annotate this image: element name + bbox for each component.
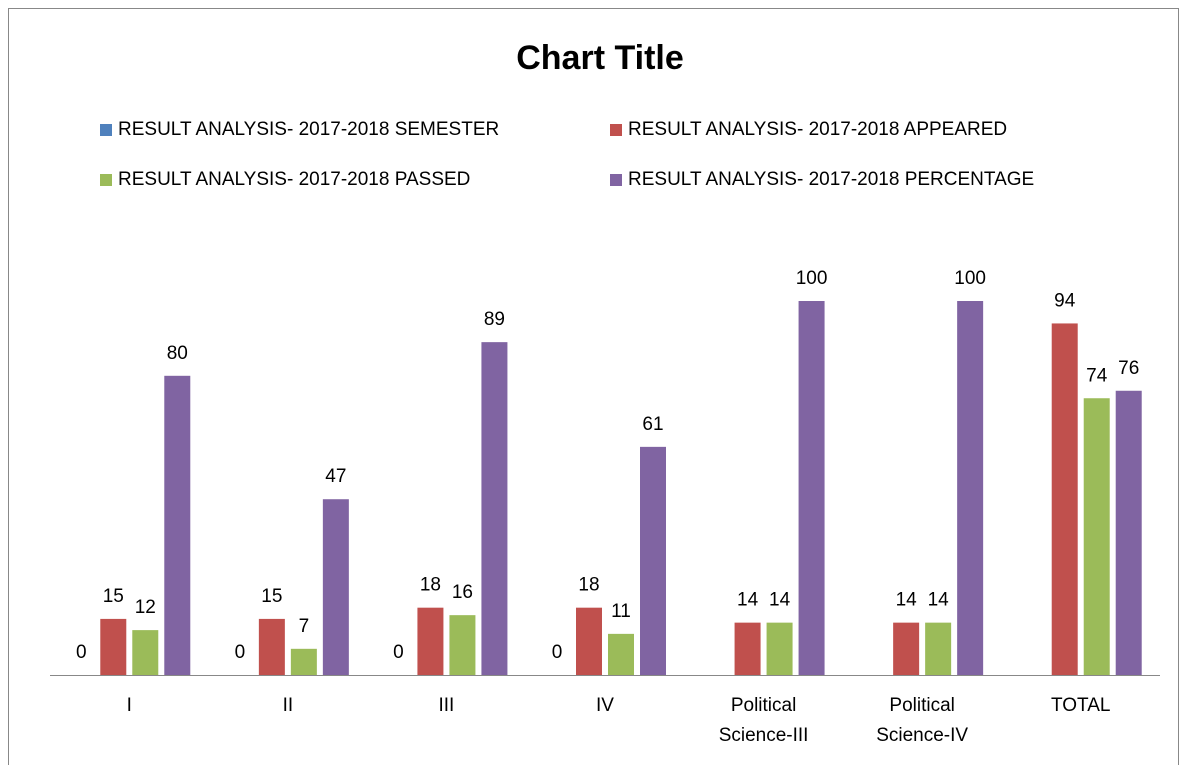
bar xyxy=(481,342,508,675)
bar xyxy=(100,618,127,675)
data-label: 80 xyxy=(167,343,188,364)
data-label: 15 xyxy=(103,586,124,607)
bar xyxy=(608,633,634,675)
x-tick-label: TOTAL xyxy=(1051,695,1110,716)
bar xyxy=(640,446,666,675)
data-label: 76 xyxy=(1118,358,1139,379)
data-label: 0 xyxy=(393,642,404,663)
data-label: 14 xyxy=(769,590,791,611)
bar xyxy=(417,607,444,675)
x-tick-label-line: Political xyxy=(889,695,954,716)
bar xyxy=(132,630,159,675)
data-label: 0 xyxy=(76,642,87,663)
bar xyxy=(957,301,984,675)
x-tick-label-line: II xyxy=(283,695,294,716)
bar xyxy=(1083,398,1110,675)
legend-label: RESULT ANALYSIS- 2017-2018 APPEARED xyxy=(628,119,1007,140)
chart-border xyxy=(8,8,1179,765)
legend-swatch xyxy=(610,174,622,186)
bar xyxy=(925,622,952,675)
data-label: 11 xyxy=(611,601,631,622)
legend-swatch xyxy=(100,124,112,136)
x-tick-label: Political Science-IV xyxy=(876,695,968,746)
x-tick-label: I xyxy=(127,695,132,716)
data-label: 7 xyxy=(299,616,310,637)
legend-swatch xyxy=(100,174,112,186)
data-label: 94 xyxy=(1054,290,1076,311)
bar xyxy=(734,622,761,675)
x-tick-label: III xyxy=(439,695,455,716)
data-label: 18 xyxy=(420,575,441,596)
legend-label: RESULT ANALYSIS- 2017-2018 SEMESTER xyxy=(118,119,499,140)
data-label: 18 xyxy=(578,575,599,596)
bar xyxy=(322,499,349,675)
data-label: 15 xyxy=(261,586,282,607)
bar xyxy=(766,622,793,675)
data-label: 47 xyxy=(325,466,346,487)
bar xyxy=(449,615,476,675)
bar xyxy=(893,622,920,675)
x-tick-label-line: III xyxy=(439,695,455,716)
data-label: 16 xyxy=(452,582,473,603)
data-label: 61 xyxy=(642,414,663,435)
x-tick-label: IV xyxy=(596,695,614,716)
data-label: 14 xyxy=(737,590,759,611)
data-label: 14 xyxy=(928,590,950,611)
bar xyxy=(164,375,191,675)
bar xyxy=(290,648,317,675)
data-label: 74 xyxy=(1086,365,1108,386)
bar xyxy=(1115,390,1142,675)
bar xyxy=(798,301,825,675)
x-tick-label-line: Science-IV xyxy=(876,725,968,746)
x-tick-label: Political Science-III xyxy=(719,695,809,746)
bar xyxy=(1051,323,1078,675)
x-tick-label-line: Science-III xyxy=(719,725,809,746)
data-label: 100 xyxy=(796,268,828,289)
chart-title: Chart Title xyxy=(516,39,684,77)
x-tick-label-line: IV xyxy=(596,695,614,716)
data-label: 12 xyxy=(135,597,156,618)
data-label: 0 xyxy=(552,642,563,663)
x-tick-label-line: I xyxy=(127,695,132,716)
bar xyxy=(258,618,285,675)
bar xyxy=(576,607,602,675)
data-label: 100 xyxy=(954,268,986,289)
data-label: 89 xyxy=(484,309,505,330)
x-tick-label-line: TOTAL xyxy=(1051,695,1110,716)
legend-swatch xyxy=(610,124,622,136)
data-label: 0 xyxy=(235,642,246,663)
x-tick-label: II xyxy=(283,695,294,716)
x-tick-label-line: Political xyxy=(731,695,796,716)
legend-label: RESULT ANALYSIS- 2017-2018 PASSED xyxy=(118,169,470,190)
legend-label: RESULT ANALYSIS- 2017-2018 PERCENTAGE xyxy=(628,169,1034,190)
data-label: 14 xyxy=(896,590,918,611)
